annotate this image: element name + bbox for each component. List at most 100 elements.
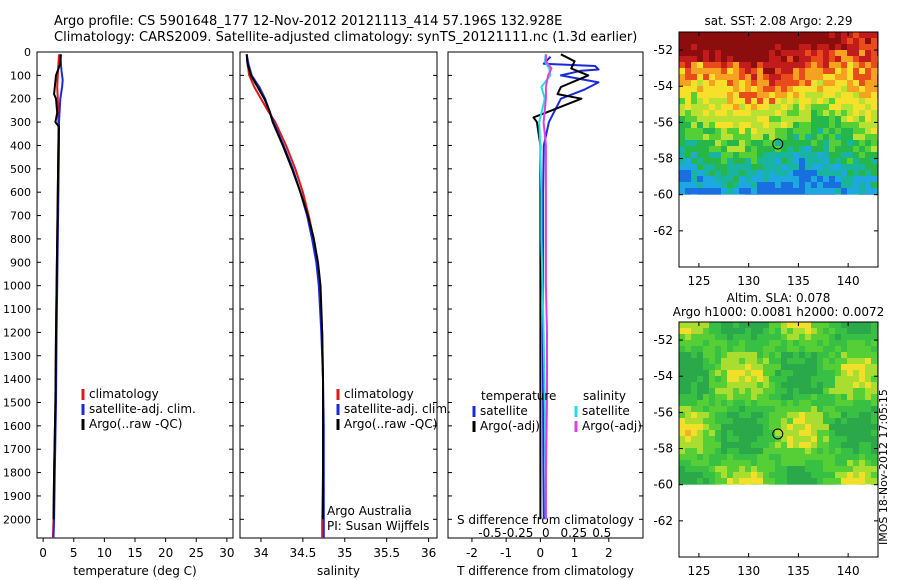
map_sst-cell	[823, 92, 829, 98]
map_sla-cell	[787, 442, 793, 448]
map_sla-cell	[859, 364, 865, 370]
map_sla-cell	[793, 376, 799, 382]
map_sst-cell	[775, 38, 781, 44]
legend-temperature-heading: temperature	[481, 389, 556, 403]
map_sst-cell	[817, 38, 823, 44]
map_sst-cell	[805, 86, 811, 92]
map_sst-cell	[835, 140, 841, 146]
map_sst-cell	[823, 104, 829, 110]
map_sst-cell	[835, 146, 841, 152]
map_sla-cell	[775, 472, 781, 478]
map_sla-cell	[769, 322, 775, 328]
map_sst-cell	[799, 80, 805, 86]
map_sla-cell	[691, 358, 697, 364]
map_sla-cell	[853, 412, 859, 418]
map_sla-cell	[805, 472, 811, 478]
map_sst-cell	[769, 128, 775, 134]
map_sst-cell	[691, 170, 697, 176]
map_sst-cell	[721, 62, 727, 68]
map_sst-cell	[829, 170, 835, 176]
map_sla-cell	[865, 460, 871, 466]
map_sla-cell	[751, 352, 757, 358]
map_sst-cell	[775, 122, 781, 128]
map_sst-cell	[679, 134, 685, 140]
map_sst-cell	[679, 50, 685, 56]
map_sst-cell	[847, 92, 853, 98]
map_sst-cell	[853, 74, 859, 80]
map_sst-cell	[829, 158, 835, 164]
map_sst-cell	[805, 44, 811, 50]
map_sla-cell	[835, 454, 841, 460]
map_sla-cell	[685, 358, 691, 364]
map_sla-cell	[709, 322, 715, 328]
map_sst-cell	[721, 74, 727, 80]
map_sst-cell	[811, 44, 817, 50]
map_sla-cell	[757, 382, 763, 388]
map_sla-cell	[703, 460, 709, 466]
map_sst-cell	[781, 188, 787, 194]
map_sst-cell	[685, 182, 691, 188]
map_sla-cell	[709, 436, 715, 442]
map_sla-cell	[781, 436, 787, 442]
map_sla-cell	[835, 352, 841, 358]
map_sst-cell	[763, 92, 769, 98]
map_sla-cell	[697, 460, 703, 466]
map_sla-cell	[811, 340, 817, 346]
map_sla-cell	[769, 400, 775, 406]
map_sla-cell	[781, 478, 787, 484]
map_sla-cell	[691, 448, 697, 454]
map-sla-title: Altim. SLA: 0.078	[727, 291, 831, 305]
map_sla-cell	[847, 340, 853, 346]
map_sst-cell	[787, 104, 793, 110]
map_sst-cell	[763, 182, 769, 188]
map_sla-cell	[763, 454, 769, 460]
map_sst-cell	[871, 38, 877, 44]
map_sla-cell	[775, 454, 781, 460]
map_sla-cell	[793, 352, 799, 358]
map_sla-cell	[763, 442, 769, 448]
map_sst-cell	[709, 104, 715, 110]
map_sst-cell	[733, 32, 739, 38]
map_sla-cell	[781, 376, 787, 382]
map_sst-cell	[727, 38, 733, 44]
map_sla-cell	[853, 466, 859, 472]
map_sst-cell	[865, 104, 871, 110]
map_sst-cell	[685, 188, 691, 194]
map_sla-cell	[715, 400, 721, 406]
map_sst-cell	[769, 170, 775, 176]
map_sst-cell	[811, 140, 817, 146]
map_sla-cell	[823, 436, 829, 442]
map_sst-cell	[817, 182, 823, 188]
map_sst-cell	[853, 86, 859, 92]
map_sla-cell	[811, 418, 817, 424]
map_sla-cell	[799, 340, 805, 346]
map_sst-cell	[757, 182, 763, 188]
map_sla-cell	[835, 436, 841, 442]
map_sla-cell	[823, 382, 829, 388]
map_sla-cell	[811, 424, 817, 430]
map_sst-cell	[709, 68, 715, 74]
annotation-pi: PI: Susan Wijffels	[327, 519, 429, 533]
map_sst-cell	[727, 62, 733, 68]
map_sst-cell	[757, 158, 763, 164]
map_sst-cell	[859, 110, 865, 116]
map_sst-cell	[859, 38, 865, 44]
depth-tick-label: 1500	[3, 396, 31, 409]
map_sla-cell	[691, 412, 697, 418]
map_sst-cell	[871, 134, 877, 140]
map_sst-cell	[697, 104, 703, 110]
map_sla-cell	[835, 382, 841, 388]
map_sla-cell	[697, 448, 703, 454]
map_sst-cell	[697, 140, 703, 146]
map_sst-cell	[739, 110, 745, 116]
map_sst-cell	[745, 176, 751, 182]
map_sst-cell	[799, 146, 805, 152]
map_sst-cell	[763, 128, 769, 134]
map_sla-cell	[703, 370, 709, 376]
map_sla-cell	[817, 370, 823, 376]
map_sst-cell	[721, 194, 727, 195]
map_sla-cell	[679, 352, 685, 358]
map_sla-cell	[859, 388, 865, 394]
temperature-xtick-label: 10	[97, 546, 112, 560]
map_sst-cell	[829, 68, 835, 74]
